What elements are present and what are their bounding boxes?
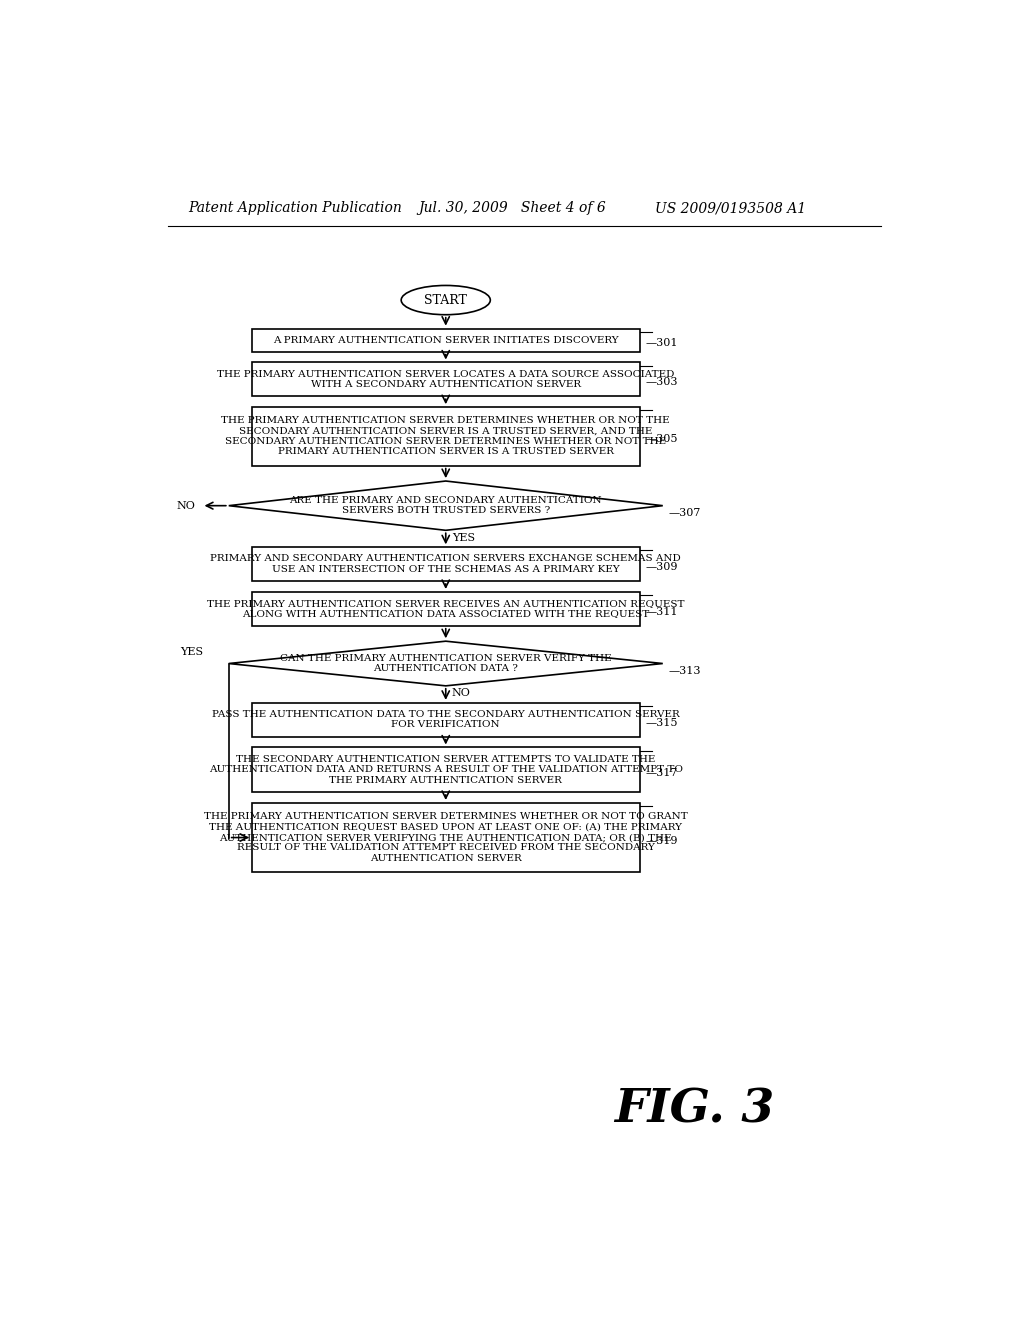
Bar [252,329,640,351]
Text: START: START [424,293,467,306]
Text: Patent Application Publication: Patent Application Publication [188,202,402,215]
Bar [252,407,640,466]
Text: NO: NO [177,500,196,511]
Text: —305: —305 [646,434,678,445]
Text: —313: —313 [669,667,701,676]
Bar [252,591,640,626]
Text: THE PRIMARY AUTHENTICATION SERVER LOCATES A DATA SOURCE ASSOCIATED
WITH A SECOND: THE PRIMARY AUTHENTICATION SERVER LOCATE… [217,370,675,389]
Polygon shape [228,642,663,686]
Text: CAN THE PRIMARY AUTHENTICATION SERVER VERIFY THE
AUTHENTICATION DATA ?: CAN THE PRIMARY AUTHENTICATION SERVER VE… [280,653,611,673]
Text: THE SECONDARY AUTHENTICATION SERVER ATTEMPTS TO VALIDATE THE
AUTHENTICATION DATA: THE SECONDARY AUTHENTICATION SERVER ATTE… [209,755,683,784]
Text: —311: —311 [646,607,678,616]
Text: THE PRIMARY AUTHENTICATION SERVER DETERMINES WHETHER OR NOT TO GRANT
THE AUTHENT: THE PRIMARY AUTHENTICATION SERVER DETERM… [204,812,688,863]
Text: YES: YES [452,533,475,543]
Bar [252,747,640,792]
Text: PRIMARY AND SECONDARY AUTHENTICATION SERVERS EXCHANGE SCHEMAS AND
USE AN INTERSE: PRIMARY AND SECONDARY AUTHENTICATION SER… [210,554,681,574]
Text: —303: —303 [646,378,678,388]
Ellipse shape [401,285,490,314]
Text: —307: —307 [669,508,701,519]
Text: US 2009/0193508 A1: US 2009/0193508 A1 [655,202,806,215]
Polygon shape [228,480,663,531]
Bar [252,702,640,737]
Text: —317: —317 [646,768,678,777]
Text: FIG. 3: FIG. 3 [613,1086,774,1133]
Bar [252,363,640,396]
Bar [252,803,640,873]
Text: THE PRIMARY AUTHENTICATION SERVER DETERMINES WHETHER OR NOT THE
SECONDARY AUTHEN: THE PRIMARY AUTHENTICATION SERVER DETERM… [221,416,670,457]
Text: —319: —319 [646,836,678,846]
Text: —301: —301 [646,338,678,348]
Text: ARE THE PRIMARY AND SECONDARY AUTHENTICATION
SERVERS BOTH TRUSTED SERVERS ?: ARE THE PRIMARY AND SECONDARY AUTHENTICA… [290,496,602,515]
Text: PASS THE AUTHENTICATION DATA TO THE SECONDARY AUTHENTICATION SERVER
FOR VERIFICA: PASS THE AUTHENTICATION DATA TO THE SECO… [212,710,680,730]
Text: THE PRIMARY AUTHENTICATION SERVER RECEIVES AN AUTHENTICATION REQUEST
ALONG WITH : THE PRIMARY AUTHENTICATION SERVER RECEIV… [207,599,684,619]
Text: YES: YES [180,647,203,657]
Text: Jul. 30, 2009   Sheet 4 of 6: Jul. 30, 2009 Sheet 4 of 6 [419,202,606,215]
Text: —309: —309 [646,562,678,573]
Text: A PRIMARY AUTHENTICATION SERVER INITIATES DISCOVERY: A PRIMARY AUTHENTICATION SERVER INITIATE… [273,335,618,345]
Text: NO: NO [452,688,471,698]
Bar [252,548,640,581]
Text: —315: —315 [646,718,678,727]
